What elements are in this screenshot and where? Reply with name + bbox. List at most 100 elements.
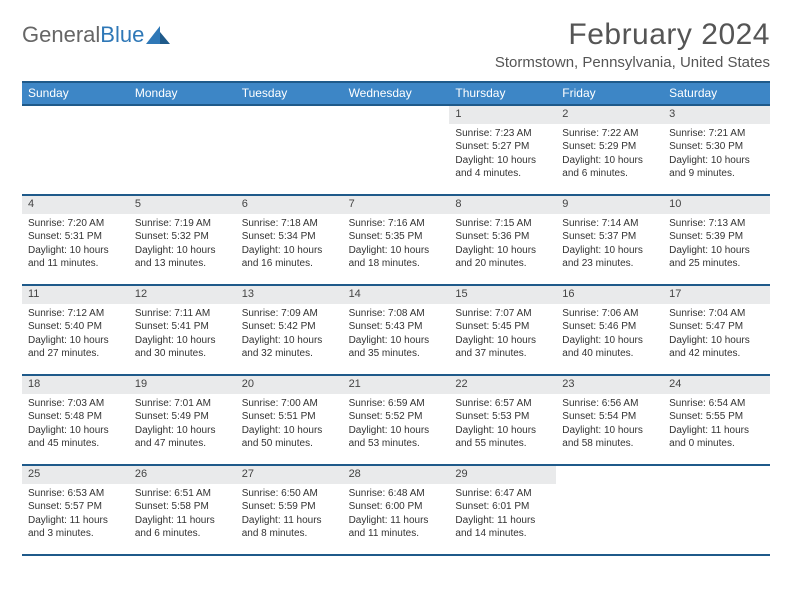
- daylight-text: Daylight: 10 hours and 4 minutes.: [455, 154, 550, 181]
- day-cell: 23Sunrise: 6:56 AMSunset: 5:54 PMDayligh…: [556, 376, 663, 464]
- day-body: Sunrise: 7:12 AMSunset: 5:40 PMDaylight:…: [22, 304, 129, 365]
- sunrise-text: Sunrise: 7:23 AM: [455, 127, 550, 141]
- week-row: 11Sunrise: 7:12 AMSunset: 5:40 PMDayligh…: [22, 286, 770, 376]
- daylight-text: Daylight: 11 hours and 14 minutes.: [455, 514, 550, 541]
- sunrise-text: Sunrise: 7:16 AM: [349, 217, 444, 231]
- day-body: Sunrise: 7:01 AMSunset: 5:49 PMDaylight:…: [129, 394, 236, 455]
- daylight-text: Daylight: 10 hours and 47 minutes.: [135, 424, 230, 451]
- day-number: 2: [556, 106, 663, 124]
- sunset-text: Sunset: 5:54 PM: [562, 410, 657, 424]
- day-body: [236, 109, 343, 116]
- daylight-text: Daylight: 10 hours and 18 minutes.: [349, 244, 444, 271]
- day-body: [22, 109, 129, 116]
- sunset-text: Sunset: 5:27 PM: [455, 140, 550, 154]
- sunrise-text: Sunrise: 7:04 AM: [669, 307, 764, 321]
- day-number: 14: [343, 286, 450, 304]
- location: Stormstown, Pennsylvania, United States: [495, 54, 770, 71]
- daylight-text: Daylight: 10 hours and 37 minutes.: [455, 334, 550, 361]
- daylight-text: Daylight: 10 hours and 40 minutes.: [562, 334, 657, 361]
- day-cell: 7Sunrise: 7:16 AMSunset: 5:35 PMDaylight…: [343, 196, 450, 284]
- day-cell: 4Sunrise: 7:20 AMSunset: 5:31 PMDaylight…: [22, 196, 129, 284]
- sunset-text: Sunset: 5:47 PM: [669, 320, 764, 334]
- sunset-text: Sunset: 5:49 PM: [135, 410, 230, 424]
- day-number: 28: [343, 466, 450, 484]
- sunset-text: Sunset: 6:00 PM: [349, 500, 444, 514]
- sunset-text: Sunset: 5:36 PM: [455, 230, 550, 244]
- day-body: [663, 469, 770, 476]
- day-cell: 10Sunrise: 7:13 AMSunset: 5:39 PMDayligh…: [663, 196, 770, 284]
- sunrise-text: Sunrise: 7:07 AM: [455, 307, 550, 321]
- sunrise-text: Sunrise: 7:15 AM: [455, 217, 550, 231]
- day-body: Sunrise: 7:00 AMSunset: 5:51 PMDaylight:…: [236, 394, 343, 455]
- daylight-text: Daylight: 10 hours and 30 minutes.: [135, 334, 230, 361]
- day-cell: 19Sunrise: 7:01 AMSunset: 5:49 PMDayligh…: [129, 376, 236, 464]
- month-title: February 2024: [495, 18, 770, 52]
- sunset-text: Sunset: 5:30 PM: [669, 140, 764, 154]
- weekday-header: Sunday: [22, 83, 129, 104]
- daylight-text: Daylight: 10 hours and 50 minutes.: [242, 424, 337, 451]
- day-number: 27: [236, 466, 343, 484]
- day-body: Sunrise: 7:20 AMSunset: 5:31 PMDaylight:…: [22, 214, 129, 275]
- sunset-text: Sunset: 5:29 PM: [562, 140, 657, 154]
- day-body: Sunrise: 6:47 AMSunset: 6:01 PMDaylight:…: [449, 484, 556, 545]
- weekday-header: Tuesday: [236, 83, 343, 104]
- sunset-text: Sunset: 5:46 PM: [562, 320, 657, 334]
- day-cell: 15Sunrise: 7:07 AMSunset: 5:45 PMDayligh…: [449, 286, 556, 374]
- daylight-text: Daylight: 10 hours and 27 minutes.: [28, 334, 123, 361]
- day-number: 10: [663, 196, 770, 214]
- daylight-text: Daylight: 10 hours and 35 minutes.: [349, 334, 444, 361]
- day-cell: 29Sunrise: 6:47 AMSunset: 6:01 PMDayligh…: [449, 466, 556, 554]
- sunrise-text: Sunrise: 7:00 AM: [242, 397, 337, 411]
- day-number: 4: [22, 196, 129, 214]
- weekday-header: Saturday: [663, 83, 770, 104]
- sunrise-text: Sunrise: 7:09 AM: [242, 307, 337, 321]
- daylight-text: Daylight: 10 hours and 45 minutes.: [28, 424, 123, 451]
- day-body: Sunrise: 6:51 AMSunset: 5:58 PMDaylight:…: [129, 484, 236, 545]
- day-number: 6: [236, 196, 343, 214]
- empty-cell: [236, 106, 343, 194]
- daylight-text: Daylight: 11 hours and 0 minutes.: [669, 424, 764, 451]
- weeks-grid: 1Sunrise: 7:23 AMSunset: 5:27 PMDaylight…: [22, 106, 770, 556]
- day-number: 15: [449, 286, 556, 304]
- sunset-text: Sunset: 5:39 PM: [669, 230, 764, 244]
- day-body: Sunrise: 6:48 AMSunset: 6:00 PMDaylight:…: [343, 484, 450, 545]
- day-number: 19: [129, 376, 236, 394]
- sunrise-text: Sunrise: 6:47 AM: [455, 487, 550, 501]
- day-body: Sunrise: 7:18 AMSunset: 5:34 PMDaylight:…: [236, 214, 343, 275]
- weekday-header: Thursday: [449, 83, 556, 104]
- sunset-text: Sunset: 5:41 PM: [135, 320, 230, 334]
- empty-cell: [556, 466, 663, 554]
- sunset-text: Sunset: 5:43 PM: [349, 320, 444, 334]
- sunrise-text: Sunrise: 7:21 AM: [669, 127, 764, 141]
- day-body: Sunrise: 7:11 AMSunset: 5:41 PMDaylight:…: [129, 304, 236, 365]
- sunset-text: Sunset: 5:48 PM: [28, 410, 123, 424]
- sunrise-text: Sunrise: 7:06 AM: [562, 307, 657, 321]
- daylight-text: Daylight: 10 hours and 55 minutes.: [455, 424, 550, 451]
- header: GeneralBlue February 2024 Stormstown, Pe…: [22, 18, 770, 71]
- daylight-text: Daylight: 10 hours and 25 minutes.: [669, 244, 764, 271]
- day-number: 16: [556, 286, 663, 304]
- daylight-text: Daylight: 10 hours and 13 minutes.: [135, 244, 230, 271]
- week-row: 1Sunrise: 7:23 AMSunset: 5:27 PMDaylight…: [22, 106, 770, 196]
- day-number: 24: [663, 376, 770, 394]
- daylight-text: Daylight: 10 hours and 53 minutes.: [349, 424, 444, 451]
- calendar: SundayMondayTuesdayWednesdayThursdayFrid…: [22, 81, 770, 556]
- day-number: 12: [129, 286, 236, 304]
- day-number: 11: [22, 286, 129, 304]
- day-cell: 24Sunrise: 6:54 AMSunset: 5:55 PMDayligh…: [663, 376, 770, 464]
- day-body: Sunrise: 6:54 AMSunset: 5:55 PMDaylight:…: [663, 394, 770, 455]
- day-body: Sunrise: 7:21 AMSunset: 5:30 PMDaylight:…: [663, 124, 770, 185]
- day-body: Sunrise: 6:56 AMSunset: 5:54 PMDaylight:…: [556, 394, 663, 455]
- day-body: Sunrise: 7:15 AMSunset: 5:36 PMDaylight:…: [449, 214, 556, 275]
- day-body: Sunrise: 6:50 AMSunset: 5:59 PMDaylight:…: [236, 484, 343, 545]
- sunset-text: Sunset: 5:31 PM: [28, 230, 123, 244]
- day-cell: 1Sunrise: 7:23 AMSunset: 5:27 PMDaylight…: [449, 106, 556, 194]
- weekday-header: Wednesday: [343, 83, 450, 104]
- day-cell: 17Sunrise: 7:04 AMSunset: 5:47 PMDayligh…: [663, 286, 770, 374]
- sunrise-text: Sunrise: 6:57 AM: [455, 397, 550, 411]
- day-number: 26: [129, 466, 236, 484]
- day-number: 18: [22, 376, 129, 394]
- day-body: Sunrise: 7:16 AMSunset: 5:35 PMDaylight:…: [343, 214, 450, 275]
- day-body: Sunrise: 7:19 AMSunset: 5:32 PMDaylight:…: [129, 214, 236, 275]
- sunrise-text: Sunrise: 6:54 AM: [669, 397, 764, 411]
